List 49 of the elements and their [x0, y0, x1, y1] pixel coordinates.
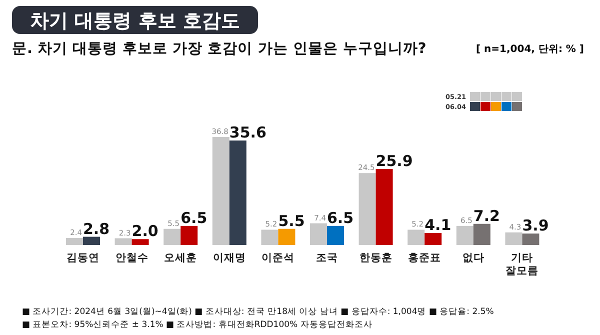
chart-subtitle: 문. 차기 대통령 후보로 가장 호감이 가는 인물은 누구입니까?	[12, 41, 426, 57]
text: ■ 조사기간: 2024년 6월 3일(월)~4일(화)	[22, 307, 195, 317]
x-tick-label: 안철수	[115, 252, 148, 264]
x-tick-label: 홍준표	[408, 252, 442, 264]
bar	[132, 239, 149, 245]
bar	[212, 137, 230, 245]
bar	[522, 234, 540, 245]
bar	[376, 168, 393, 245]
text: ■ 조사대상: 전국 만18세 이상 남녀	[194, 307, 341, 317]
data-label: 2.0	[132, 222, 158, 240]
x-tick-label: 김동연	[66, 252, 100, 264]
bar	[456, 226, 474, 245]
bar	[114, 238, 132, 245]
bar	[229, 140, 246, 245]
bar	[83, 236, 100, 245]
data-label: 6.5	[180, 208, 208, 227]
text: [ n=1,004, 단위: % ]	[476, 44, 584, 55]
bar	[180, 226, 198, 245]
x-tick-label: 이준석	[262, 252, 295, 264]
bar	[310, 223, 327, 245]
bar	[358, 173, 376, 245]
data-label: 6.5	[327, 208, 354, 227]
text: ■ 표본오차: 95%신뢰수준 ± 3.1%	[22, 320, 166, 330]
x-tick-label: 조국	[316, 252, 338, 264]
data-label: 7.2	[473, 206, 500, 225]
bar	[424, 232, 442, 245]
bar	[473, 224, 490, 245]
bar	[505, 232, 522, 245]
bar	[66, 238, 83, 245]
text: ■ 조사방법: 휴대전화RDD100% 자동응답전화조사	[166, 320, 372, 330]
x-tick-label: 이재명	[212, 252, 246, 264]
data-label: 5.5	[278, 212, 305, 230]
data-label: 4.1	[424, 216, 452, 234]
bar	[278, 228, 296, 245]
x-tick-label: 기타 잘모름	[506, 252, 539, 277]
bar	[164, 228, 181, 245]
x-tick-label: 없다	[462, 252, 484, 264]
bar	[408, 230, 425, 245]
bar	[327, 226, 344, 245]
data-label: 25.9	[376, 152, 413, 170]
data-label: 3.9	[522, 216, 549, 235]
x-tick-label: 한동훈	[359, 252, 392, 264]
bar	[261, 230, 278, 245]
text: ■ 응답자수: 1,004명	[340, 307, 429, 317]
chart-title: 차기 대통령 후보 호감도	[30, 10, 240, 32]
x-tick-label: 오세훈	[164, 252, 198, 264]
data-label: 2.8	[83, 220, 110, 238]
text: ■ 응답율: 2.5%	[428, 307, 494, 317]
data-label: 35.6	[229, 124, 266, 142]
